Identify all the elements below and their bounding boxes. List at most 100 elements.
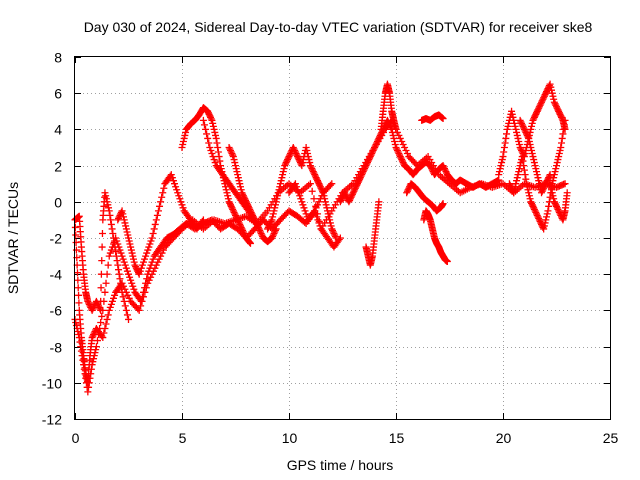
data-point <box>237 223 245 231</box>
data-point <box>535 214 543 222</box>
data-point <box>532 165 540 173</box>
data-point <box>98 243 106 251</box>
data-point <box>111 243 119 251</box>
data-point <box>512 180 520 188</box>
data-point <box>428 165 436 173</box>
data-point <box>210 125 218 133</box>
data-point <box>395 150 403 158</box>
data-point <box>541 219 549 227</box>
data-point <box>396 151 404 159</box>
data-point <box>104 311 112 319</box>
data-point <box>233 214 241 222</box>
data-point <box>246 205 254 213</box>
data-point <box>555 109 563 117</box>
data-point <box>294 153 302 161</box>
data-point <box>497 162 505 170</box>
data-point <box>326 181 334 189</box>
data-point <box>270 207 278 215</box>
data-point <box>391 137 399 145</box>
data-point <box>404 186 412 194</box>
data-point <box>124 291 132 299</box>
data-point <box>274 192 282 200</box>
data-point <box>254 223 262 231</box>
data-point <box>155 255 163 263</box>
data-point <box>127 246 135 254</box>
data-point <box>107 300 115 308</box>
data-point <box>308 187 316 195</box>
data-point <box>510 189 518 197</box>
data-point <box>306 159 314 167</box>
data-point <box>556 147 564 155</box>
data-point <box>318 186 326 194</box>
data-point <box>202 125 210 133</box>
data-point <box>231 210 239 218</box>
data-point <box>234 216 242 224</box>
data-point <box>227 201 235 209</box>
data-point <box>557 112 565 120</box>
data-point <box>247 208 255 216</box>
data-point <box>313 175 321 183</box>
y-tick-label: -10 <box>42 376 62 392</box>
data-point <box>142 279 150 287</box>
data-point <box>206 112 214 120</box>
data-point <box>440 163 448 171</box>
data-point <box>553 162 560 170</box>
data-point <box>521 171 529 179</box>
data-point <box>216 157 224 165</box>
data-point <box>126 240 134 248</box>
data-point <box>498 159 506 167</box>
data-point <box>347 193 355 201</box>
data-point <box>540 92 548 100</box>
data-point <box>359 168 367 176</box>
data-point <box>551 168 559 176</box>
data-point <box>348 192 356 200</box>
data-point <box>516 116 524 124</box>
data-point <box>258 231 266 239</box>
data-point <box>133 266 141 274</box>
data-point <box>540 184 548 192</box>
data-point <box>132 263 140 271</box>
data-point <box>171 180 179 188</box>
data-point <box>180 134 188 142</box>
data-point <box>550 98 558 106</box>
data-point <box>177 198 185 206</box>
data-point <box>119 255 127 263</box>
data-point <box>130 285 138 293</box>
data-point <box>542 180 550 188</box>
data-point <box>141 284 149 292</box>
data-point <box>299 159 307 167</box>
data-point <box>336 234 344 242</box>
data-point <box>351 184 359 192</box>
data-point <box>330 229 338 237</box>
data-point <box>304 153 312 161</box>
series-track-11 <box>336 116 503 206</box>
data-point <box>226 145 234 153</box>
data-point <box>77 347 85 355</box>
data-point <box>178 144 186 151</box>
data-point <box>108 297 116 305</box>
data-point <box>230 208 238 216</box>
data-point <box>518 121 526 129</box>
data-point <box>533 211 541 219</box>
data-point <box>236 183 244 191</box>
data-point <box>551 100 559 108</box>
data-point <box>95 331 103 339</box>
data-point <box>85 383 93 391</box>
data-point <box>205 110 213 118</box>
data-point <box>401 144 409 151</box>
data-point <box>315 219 323 227</box>
data-point <box>526 140 534 148</box>
data-point <box>92 346 100 354</box>
data-point <box>312 210 320 218</box>
data-point <box>441 166 449 174</box>
data-point <box>199 116 207 124</box>
data-point <box>105 204 113 212</box>
data-point <box>146 264 154 272</box>
data-point <box>329 228 337 236</box>
data-point <box>222 186 230 194</box>
data-point <box>181 131 189 139</box>
data-point <box>345 198 353 206</box>
data-point <box>106 303 114 311</box>
data-point <box>372 140 380 148</box>
data-point <box>299 201 307 209</box>
